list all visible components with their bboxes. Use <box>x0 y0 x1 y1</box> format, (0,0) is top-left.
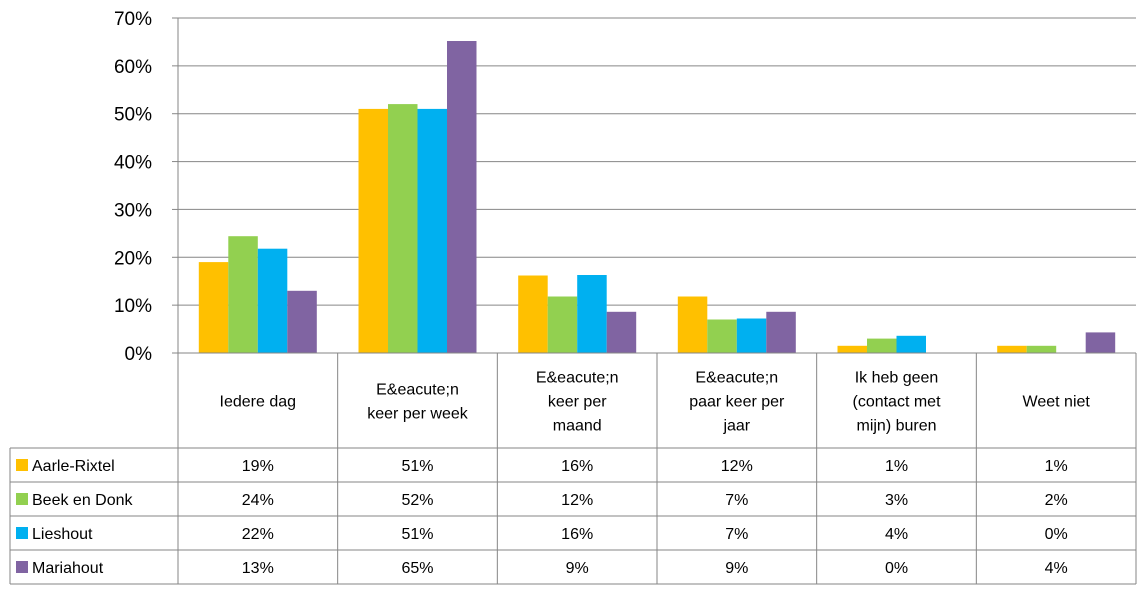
category-label: maand <box>553 418 602 435</box>
legend-key-lieshout <box>16 527 28 539</box>
bar-mariahout-1 <box>447 41 477 353</box>
data-label: 7% <box>725 526 748 543</box>
category-label: E&eacute;n <box>695 370 778 387</box>
legend-label: Lieshout <box>32 526 93 543</box>
data-label: 16% <box>561 458 593 475</box>
y-tick-label: 10% <box>114 296 152 317</box>
data-label: 19% <box>242 458 274 475</box>
data-label: 22% <box>242 526 274 543</box>
category-label: Weet niet <box>1023 394 1091 411</box>
data-label: 12% <box>721 458 753 475</box>
data-label: 16% <box>561 526 593 543</box>
category-label: keer per <box>548 394 607 411</box>
bar-beek-en-donk-0 <box>228 236 257 353</box>
bar-aarle-rixtel-3 <box>678 297 708 354</box>
bar-aarle-rixtel-0 <box>199 262 229 353</box>
bar-beek-en-donk-1 <box>388 104 418 353</box>
category-label: keer per week <box>367 406 468 423</box>
bar-lieshout-3 <box>737 319 767 354</box>
y-tick-label: 20% <box>114 248 152 269</box>
bar-mariahout-3 <box>766 312 796 353</box>
bars <box>199 41 1115 353</box>
bar-aarle-rixtel-1 <box>359 109 389 353</box>
data-label: 3% <box>885 492 908 509</box>
data-label: 9% <box>566 560 589 577</box>
data-label: 4% <box>1045 560 1068 577</box>
y-tick-label: 70% <box>114 9 152 30</box>
legend-label: Mariahout <box>32 560 104 577</box>
data-label: 4% <box>885 526 908 543</box>
data-label: 12% <box>561 492 593 509</box>
y-tick-label: 30% <box>114 200 152 221</box>
bar-aarle-rixtel-2 <box>518 276 548 354</box>
bar-beek-en-donk-5 <box>1027 346 1057 353</box>
bar-lieshout-0 <box>258 249 288 353</box>
bar-mariahout-2 <box>607 312 637 353</box>
data-label: 52% <box>401 492 433 509</box>
y-tick-label: 60% <box>114 57 152 78</box>
data-label: 65% <box>401 560 433 577</box>
data-label: 2% <box>1045 492 1068 509</box>
bar-lieshout-4 <box>897 336 927 353</box>
data-label: 0% <box>1045 526 1068 543</box>
legend-key-aarle-rixtel <box>16 459 28 471</box>
category-label: Iedere dag <box>220 394 297 411</box>
data-table: Iedere dag E&eacute;n keer per week E&eacut… <box>10 353 1136 584</box>
data-label: 24% <box>242 492 274 509</box>
legend-label: Aarle-Rixtel <box>32 458 115 475</box>
data-label: 7% <box>725 492 748 509</box>
bar-aarle-rixtel-5 <box>997 346 1026 353</box>
bar-lieshout-2 <box>577 275 607 353</box>
bar-aarle-rixtel-4 <box>838 346 868 353</box>
data-label: 51% <box>401 526 433 543</box>
bar-lieshout-1 <box>418 109 448 353</box>
data-label: 0% <box>885 560 908 577</box>
data-label: 1% <box>1045 458 1068 475</box>
category-label: (contact met <box>852 394 941 411</box>
bar-mariahout-0 <box>287 291 317 353</box>
bar-beek-en-donk-2 <box>548 297 578 354</box>
category-label: Ik heb geen <box>855 370 939 387</box>
y-tick-label: 40% <box>114 153 152 174</box>
legend-key-beek-en-donk <box>16 493 28 505</box>
gridlines <box>178 18 1136 353</box>
bar-mariahout-5 <box>1086 332 1116 353</box>
y-axis-ticks: 0% 10% 20% 30% 40% 50% 60% 70% <box>114 9 178 365</box>
category-label: E&eacute;n <box>376 382 459 399</box>
bar-beek-en-donk-3 <box>707 320 737 354</box>
category-label: paar keer per <box>689 394 785 411</box>
category-label: E&eacute;n <box>536 370 619 387</box>
bar-beek-en-donk-4 <box>867 339 897 353</box>
data-label: 9% <box>725 560 748 577</box>
legend-key-mariahout <box>16 561 28 573</box>
data-label: 13% <box>242 560 274 577</box>
data-label: 51% <box>401 458 433 475</box>
y-tick-label: 0% <box>125 344 153 365</box>
category-label: jaar <box>722 418 750 435</box>
category-label: mijn) buren <box>856 418 936 435</box>
y-tick-label: 50% <box>114 105 152 126</box>
data-label: 1% <box>885 458 908 475</box>
legend-label: Beek en Donk <box>32 492 134 509</box>
